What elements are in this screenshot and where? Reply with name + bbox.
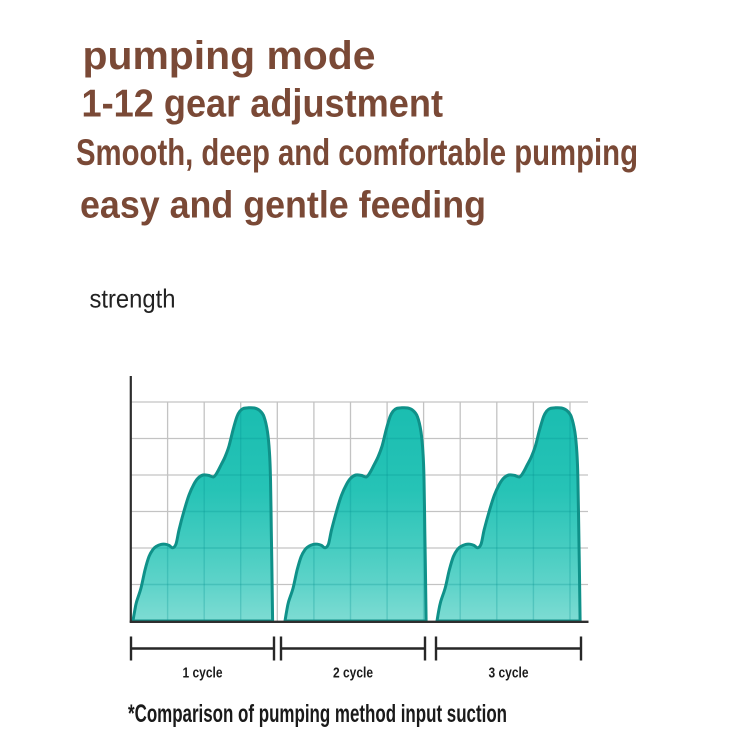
svg-text:1 cycle: 1 cycle [183, 665, 223, 682]
svg-text:easy and gentle feeding: easy and gentle feeding [80, 185, 486, 227]
svg-text:*Comparison of pumping method: *Comparison of pumping method input suct… [128, 700, 507, 728]
svg-text:2 cycle: 2 cycle [333, 665, 373, 682]
svg-text:Smooth, deep and comfortable p: Smooth, deep and comfortable pumping [76, 132, 638, 173]
svg-text:pumping mode: pumping mode [83, 34, 376, 78]
svg-text:strength: strength [90, 284, 176, 314]
svg-text:1-12 gear adjustment: 1-12 gear adjustment [82, 83, 444, 126]
svg-text:3 cycle: 3 cycle [489, 665, 529, 682]
